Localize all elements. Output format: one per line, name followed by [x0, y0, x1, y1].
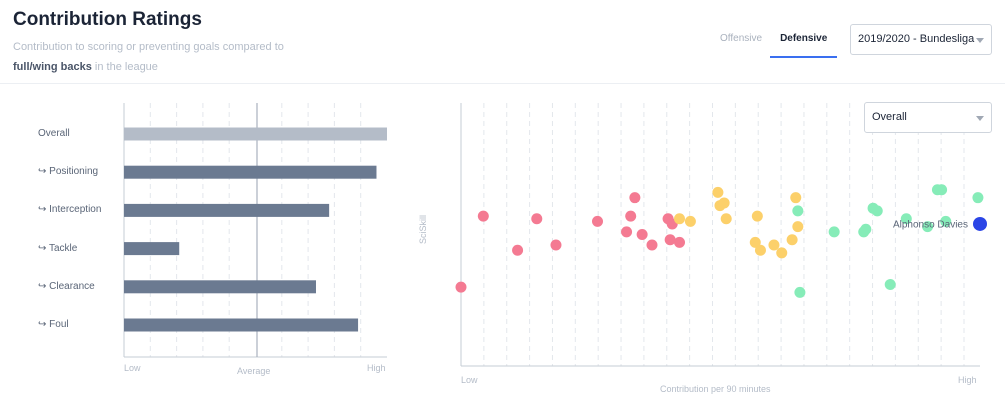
bar-axis-average-label: Average: [237, 366, 271, 376]
season-select[interactable]: 2019/2020 - Bundesliga: [850, 24, 992, 55]
scatter-point: [860, 223, 872, 235]
scatter-axis-low-label: Low: [461, 375, 478, 385]
scatter-point: [591, 215, 603, 227]
rating-label-positioning: ↪ Positioning: [38, 166, 99, 178]
scatter-point: [768, 239, 780, 251]
rating-bar-tackle: [124, 242, 180, 256]
scatter-point: [720, 213, 732, 225]
scatter-point: [751, 210, 763, 222]
scatter-point: [477, 210, 489, 222]
rating-bar-interception: [124, 203, 330, 217]
scatter-point: [936, 184, 948, 196]
page-header: Contribution Ratings Contribution to sco…: [0, 0, 1005, 84]
scatter-point: [684, 215, 696, 227]
scatter-point: [621, 226, 633, 238]
rating-label-tackle: ↪ Tackle: [38, 242, 78, 254]
scatter-point: [867, 202, 879, 214]
scatter-point: [900, 213, 912, 225]
scatter-point: [776, 247, 788, 259]
tab-defensive[interactable]: Defensive: [770, 24, 838, 58]
scatter-point: [828, 226, 840, 238]
scatter-point: [718, 197, 730, 209]
scatter-point: [790, 192, 802, 204]
scatter-point: [531, 213, 543, 225]
subtitle-position: full/wing backs: [13, 61, 92, 73]
bar-axis-low-label: Low: [124, 363, 141, 373]
scatter-point: [625, 210, 637, 222]
scatter-point: [922, 221, 934, 233]
scatter-point: [673, 213, 685, 225]
scatter-point: [512, 244, 524, 256]
scatter-axis-high-label: High: [958, 375, 977, 385]
rating-bar-chart: [123, 103, 387, 358]
scatter-point: [673, 236, 685, 248]
chevron-down-icon: [976, 37, 984, 43]
page-subtitle: Contribution to scoring or preventing go…: [13, 37, 313, 77]
page-title: Contribution Ratings: [13, 9, 202, 30]
scatter-point: [931, 184, 943, 196]
scatter-point: [629, 192, 641, 204]
highlight-player-point: [973, 216, 987, 231]
scatter-point: [754, 244, 766, 256]
metric-select-value: Overall: [872, 111, 907, 123]
scatter-point: [792, 221, 804, 233]
rating-bar-foul: [124, 318, 359, 332]
scatter-point: [871, 205, 883, 217]
rating-bar-overall: [124, 127, 387, 141]
rating-label-foul: ↪ Foul: [38, 319, 69, 330]
scatter-point: [712, 186, 724, 198]
scatter-point: [972, 192, 984, 204]
scatter-point: [714, 200, 726, 212]
rating-label-overall: Overall: [38, 128, 70, 139]
scatter-point: [550, 239, 562, 251]
rating-bar-positioning: [124, 165, 377, 179]
scatter-point: [646, 239, 658, 251]
rating-label-clearance: ↪ Clearance: [38, 280, 95, 292]
metric-select[interactable]: Overall: [864, 102, 992, 133]
scatter-point: [749, 236, 761, 248]
bar-axis-high-label: High: [367, 363, 386, 373]
scatter-point: [662, 213, 674, 225]
scatter-point: [858, 226, 870, 238]
scatter-point: [794, 286, 806, 298]
rating-bar-clearance: [124, 280, 316, 294]
highlight-player-label: Alphonso Davies: [893, 219, 968, 230]
mode-tabs: Offensive Defensive: [712, 24, 838, 58]
chevron-down-icon: [976, 115, 984, 121]
scatter-point: [786, 234, 798, 246]
scatter-point: [884, 278, 896, 290]
scatter-point: [940, 215, 952, 227]
scatter-point: [792, 205, 804, 217]
subtitle-text: Contribution to scoring or preventing go…: [13, 41, 284, 53]
scatter-point: [664, 234, 676, 246]
tab-offensive[interactable]: Offensive: [720, 33, 763, 44]
scatter-x-axis-title: Contribution per 90 minutes: [660, 384, 771, 394]
scatter-point: [666, 218, 678, 230]
scatter-y-axis-title: SciSkill: [418, 214, 428, 244]
subtitle-suffix: in the league: [94, 61, 158, 73]
scatter-point: [455, 281, 467, 293]
scatter-point: [636, 229, 648, 240]
rating-label-interception: ↪ Interception: [38, 204, 102, 216]
season-select-value: 2019/2020 - Bundesliga: [858, 33, 975, 45]
